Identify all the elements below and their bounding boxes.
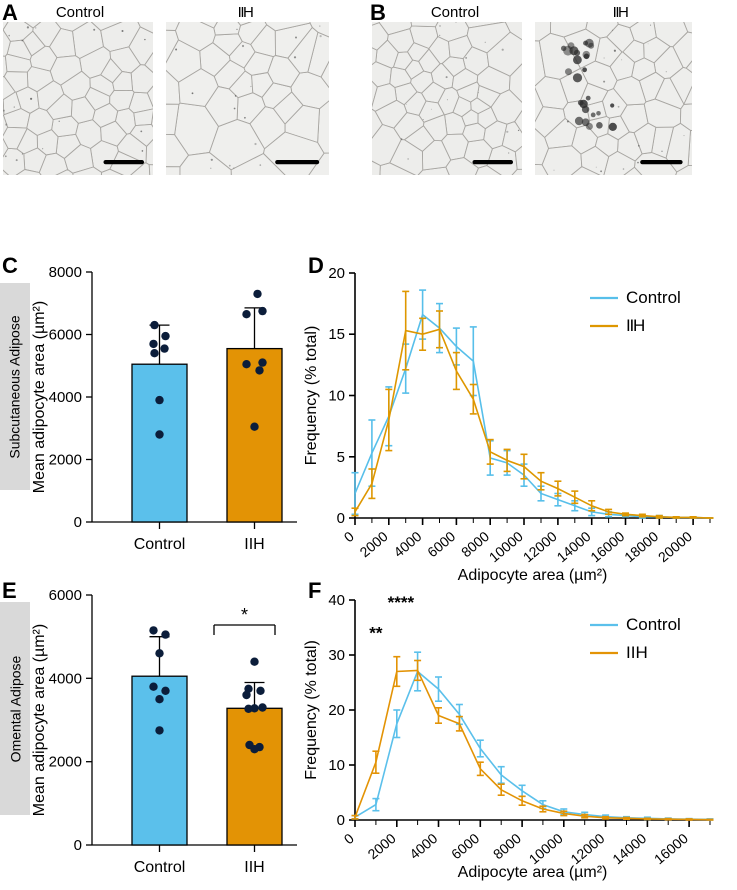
- svg-text:5: 5: [337, 449, 345, 466]
- svg-text:10: 10: [328, 388, 345, 405]
- svg-text:6000: 6000: [424, 528, 458, 560]
- svg-text:****: ****: [388, 593, 415, 612]
- svg-text:4000: 4000: [49, 670, 82, 687]
- svg-text:30: 30: [328, 647, 345, 664]
- svg-text:Frequency (% total): Frequency (% total): [303, 640, 320, 780]
- svg-text:40: 40: [328, 592, 345, 609]
- svg-text:Frequency (% total): Frequency (% total): [303, 326, 320, 466]
- svg-text:0: 0: [341, 830, 357, 847]
- svg-text:8000: 8000: [49, 264, 82, 281]
- svg-text:Control: Control: [626, 615, 681, 634]
- svg-text:2000: 2000: [357, 528, 391, 560]
- svg-text:**: **: [369, 624, 383, 643]
- svg-text:IIH: IIH: [244, 859, 264, 876]
- svg-text:6000: 6000: [49, 327, 82, 344]
- svg-text:4000: 4000: [406, 830, 440, 862]
- svg-text:4000: 4000: [49, 389, 82, 406]
- svg-text:8000: 8000: [490, 830, 524, 862]
- svg-text:20000: 20000: [655, 528, 695, 565]
- svg-text:15: 15: [328, 326, 345, 343]
- svg-text:2000: 2000: [49, 754, 82, 771]
- svg-text:2000: 2000: [365, 830, 399, 862]
- svg-text:10000: 10000: [486, 528, 526, 565]
- svg-text:0: 0: [74, 514, 82, 531]
- svg-text:0: 0: [337, 510, 345, 527]
- svg-text:20: 20: [328, 265, 345, 282]
- svg-text:6000: 6000: [448, 830, 482, 862]
- svg-text:10000: 10000: [526, 830, 566, 867]
- svg-text:20: 20: [328, 702, 345, 719]
- svg-text:2000: 2000: [49, 452, 82, 469]
- svg-text:0: 0: [74, 837, 82, 854]
- svg-text:Control: Control: [134, 859, 186, 876]
- svg-text:Adipocyte area (µm²): Adipocyte area (µm²): [458, 864, 608, 881]
- svg-text:6000: 6000: [49, 587, 82, 604]
- svg-text:16000: 16000: [587, 528, 627, 565]
- svg-text:Adipocyte area (µm²): Adipocyte area (µm²): [458, 567, 608, 584]
- svg-text:14000: 14000: [609, 830, 649, 867]
- svg-text:12000: 12000: [520, 528, 560, 565]
- svg-text:Control: Control: [626, 288, 681, 307]
- svg-text:*: *: [241, 605, 248, 625]
- svg-text:IIH: IIH: [626, 643, 648, 662]
- svg-text:0: 0: [337, 812, 345, 829]
- svg-text:4000: 4000: [390, 528, 424, 560]
- svg-text:IIH: IIH: [244, 536, 264, 553]
- svg-text:Mean adipocyte area (µm²): Mean adipocyte area (µm²): [32, 301, 48, 493]
- svg-text:18000: 18000: [621, 528, 661, 565]
- svg-text:16000: 16000: [651, 830, 691, 867]
- svg-text:14000: 14000: [554, 528, 594, 565]
- svg-text:Mean adipocyte area (µm²): Mean adipocyte area (µm²): [32, 624, 48, 816]
- svg-text:12000: 12000: [567, 830, 607, 867]
- svg-text:0: 0: [341, 528, 357, 545]
- svg-text:IIH: IIH: [626, 316, 644, 335]
- svg-text:10: 10: [328, 757, 345, 774]
- svg-text:Control: Control: [134, 536, 186, 553]
